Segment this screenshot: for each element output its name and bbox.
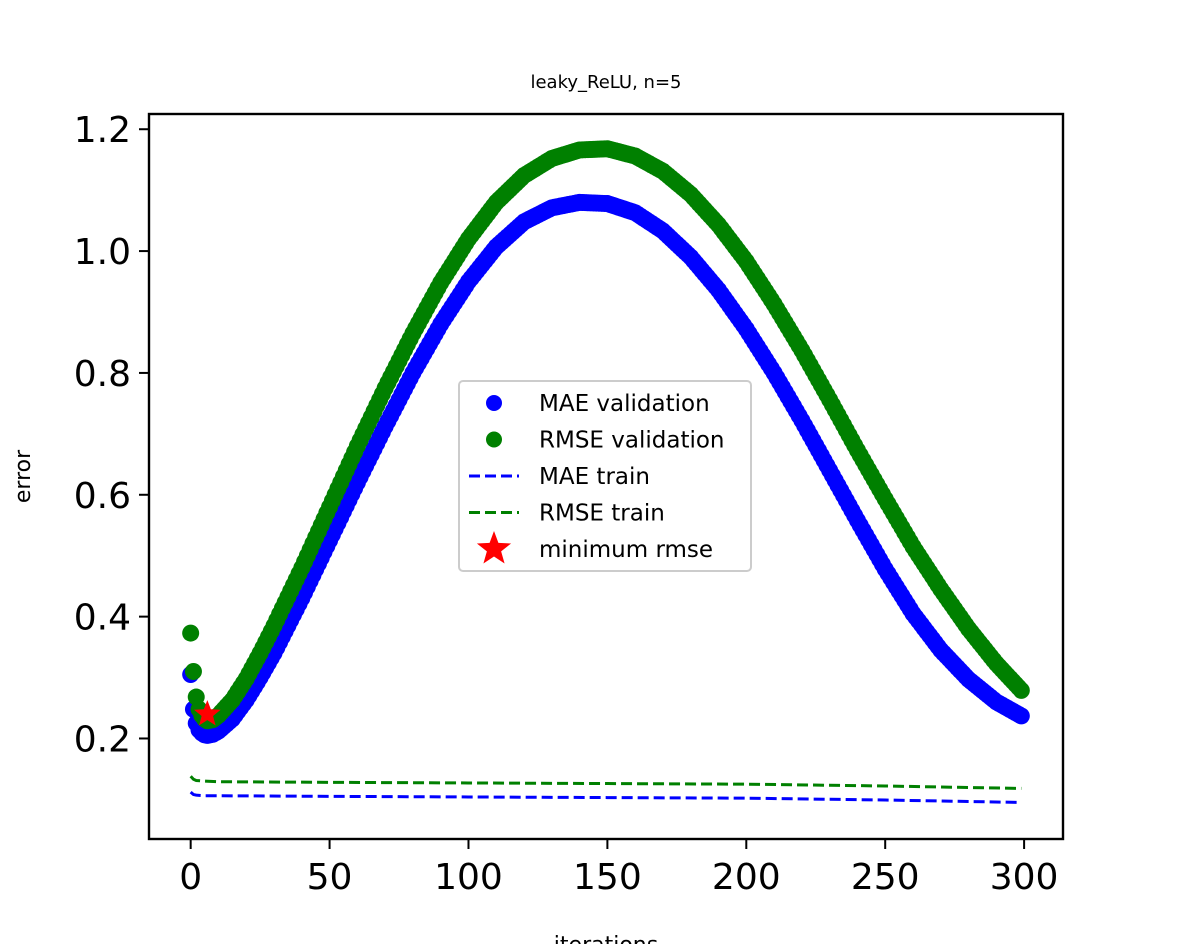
series-line bbox=[189, 790, 1022, 804]
legend-item: minimum rmse bbox=[476, 531, 713, 564]
legend-item: RMSE train bbox=[469, 501, 665, 527]
y-axis-label: error bbox=[11, 449, 36, 503]
legend-label: MAE train bbox=[539, 464, 650, 490]
chart-title: leaky_ReLU, n=5 bbox=[530, 72, 681, 93]
axes-frame bbox=[147, 112, 1065, 841]
legend-item: MAE train bbox=[469, 464, 650, 490]
x-tick-label: 100 bbox=[434, 857, 503, 898]
legend-marker bbox=[486, 395, 502, 411]
legend: MAE validation RMSE validation MAE train RM… bbox=[458, 380, 752, 572]
series-mae-validation bbox=[182, 193, 1030, 744]
series-mae-train bbox=[189, 790, 1022, 804]
data-point bbox=[184, 662, 202, 680]
legend-marker bbox=[486, 431, 502, 448]
x-axis: 0 50 100 150 200 250 300 bbox=[179, 839, 1058, 898]
series-rmse-train bbox=[189, 775, 1022, 790]
y-tick-label: 1.2 bbox=[74, 110, 131, 151]
legend-label: minimum rmse bbox=[539, 537, 713, 563]
data-point bbox=[182, 624, 200, 642]
data-point bbox=[1012, 707, 1030, 725]
data-point bbox=[1012, 681, 1030, 699]
legend-item: RMSE validation bbox=[486, 428, 725, 454]
y-axis: 0.2 0.4 0.6 0.8 1.0 1.2 bbox=[74, 110, 149, 760]
x-tick-label: 150 bbox=[573, 857, 642, 898]
legend-label: RMSE validation bbox=[539, 428, 725, 454]
minimum-marker bbox=[194, 700, 221, 726]
y-tick-label: 1.0 bbox=[74, 232, 131, 273]
plot-area bbox=[182, 140, 1030, 804]
x-tick-label: 50 bbox=[307, 857, 353, 898]
legend-marker bbox=[476, 531, 512, 564]
x-tick-label: 200 bbox=[712, 857, 781, 898]
x-tick-label: 300 bbox=[990, 857, 1059, 898]
x-tick-label: 0 bbox=[179, 857, 202, 898]
y-tick-label: 0.8 bbox=[74, 354, 131, 395]
series-minimum-rmse bbox=[194, 700, 221, 726]
legend-label: RMSE train bbox=[539, 501, 665, 527]
y-tick-label: 0.2 bbox=[74, 719, 131, 760]
x-tick-label: 250 bbox=[851, 857, 920, 898]
y-tick-label: 0.4 bbox=[74, 598, 131, 639]
series-line bbox=[189, 775, 1022, 790]
legend-label: MAE validation bbox=[539, 391, 710, 417]
legend-item: MAE validation bbox=[486, 391, 710, 417]
legend-box bbox=[458, 380, 752, 572]
y-tick-label: 0.6 bbox=[74, 476, 131, 517]
series-rmse-validation bbox=[182, 140, 1030, 730]
x-axis-label: iterations bbox=[554, 933, 658, 944]
